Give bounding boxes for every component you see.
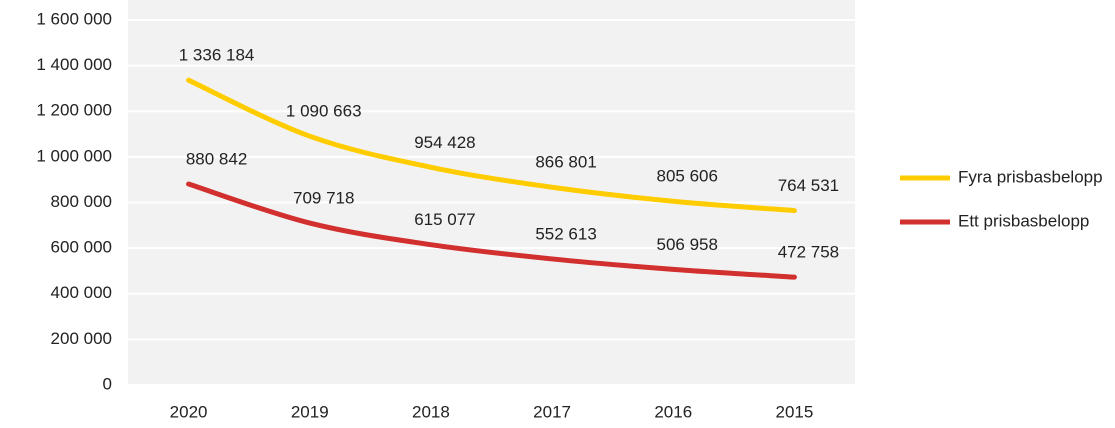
y-tick-label: 1 400 000	[36, 55, 112, 74]
data-label: 472 758	[778, 243, 839, 262]
data-label: 880 842	[186, 150, 247, 169]
y-tick-label: 600 000	[51, 238, 112, 257]
data-label: 805 606	[657, 167, 718, 186]
data-label: 1 090 663	[286, 102, 362, 121]
y-tick-label: 800 000	[51, 192, 112, 211]
data-label: 552 613	[535, 224, 596, 243]
x-tick-label: 2017	[533, 402, 571, 421]
line	[186, 181, 797, 280]
y-tick-label: 1 600 000	[36, 9, 112, 28]
data-label: 866 801	[535, 153, 596, 172]
x-tick-label: 2015	[776, 402, 814, 421]
data-label: 954 428	[414, 133, 475, 152]
data-label: 615 077	[414, 210, 475, 229]
plot-area	[128, 0, 855, 385]
x-tick-label: 2018	[412, 402, 450, 421]
data-label: 506 958	[657, 235, 718, 254]
x-tick-label: 2019	[291, 402, 329, 421]
y-tick-label: 1 000 000	[36, 146, 112, 165]
data-label: 1 336 184	[179, 46, 255, 65]
legend-label: Ett prisbasbelopp	[958, 211, 1089, 230]
data-label: 764 531	[778, 176, 839, 195]
legend-label: Fyra prisbasbelopp	[958, 167, 1103, 186]
y-tick-label: 0	[103, 374, 112, 393]
line	[186, 77, 797, 214]
x-tick-label: 2020	[170, 402, 208, 421]
y-tick-label: 1 200 000	[36, 101, 112, 120]
data-label: 709 718	[293, 189, 354, 208]
x-tick-label: 2016	[654, 402, 692, 421]
y-tick-label: 400 000	[51, 283, 112, 302]
y-tick-label: 200 000	[51, 329, 112, 348]
